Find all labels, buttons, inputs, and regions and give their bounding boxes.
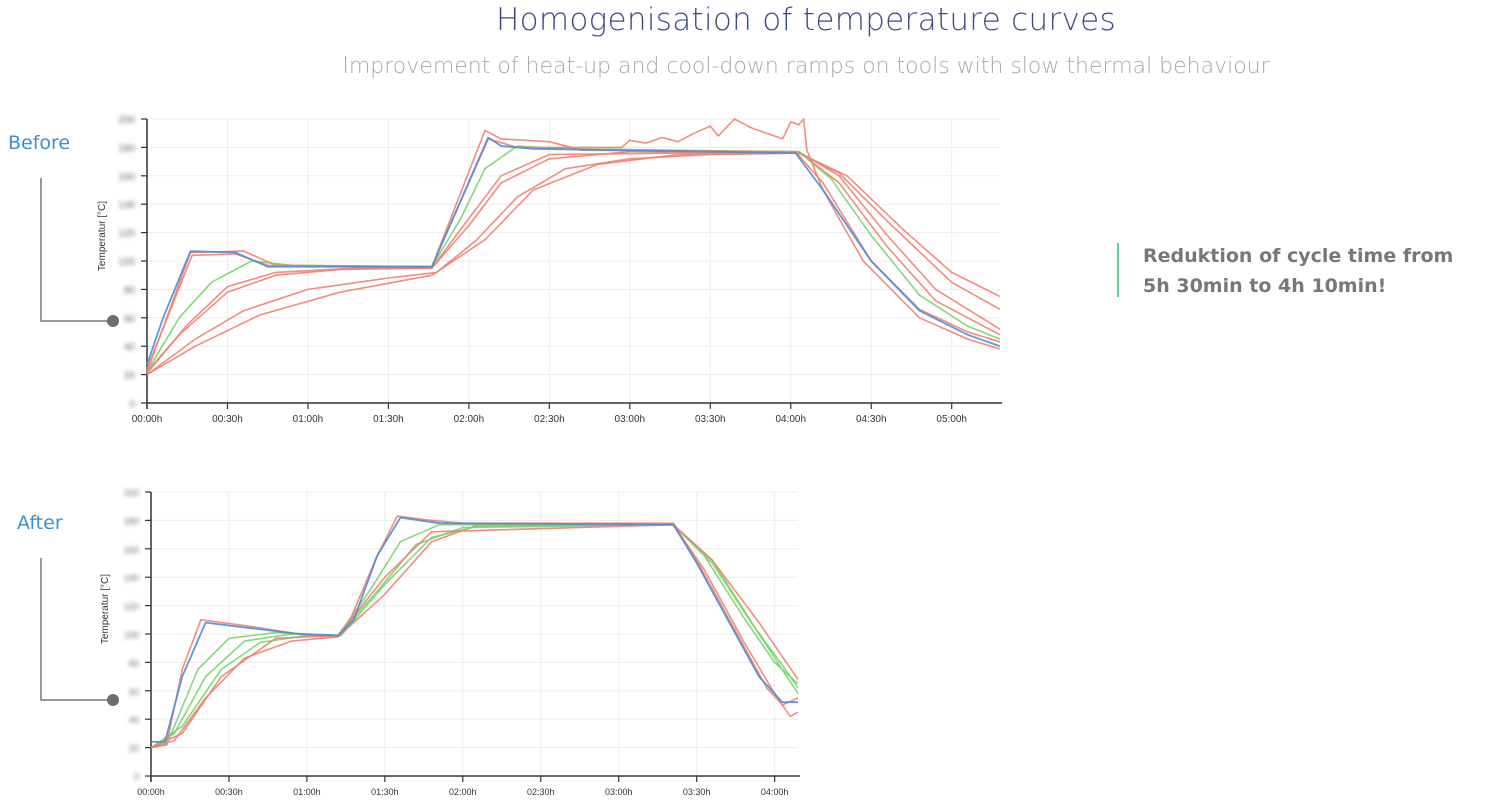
y-tick-label: 40 [124, 342, 136, 353]
y-tick-label: 100 [124, 630, 139, 640]
x-tick-label: 03:30h [695, 414, 726, 425]
x-tick-label: 03:00h [605, 787, 633, 797]
y-tick-label: 20 [129, 744, 139, 754]
series-line-red [150, 515, 799, 749]
series-line-red [146, 152, 1001, 376]
y-tick-label: 100 [118, 257, 135, 268]
x-tick-label: 00:00h [132, 414, 163, 425]
y-tick-label: 0 [134, 772, 139, 782]
x-tick-label: 02:00h [449, 787, 477, 797]
x-tick-label: 03:30h [683, 787, 711, 797]
series-line-red [150, 523, 799, 749]
x-tick-label: 05:00h [936, 414, 967, 425]
after-connector [40, 558, 119, 706]
y-tick-label: 160 [124, 545, 139, 555]
y-tick-label: 200 [124, 488, 139, 498]
x-tick-label: 01:00h [293, 414, 324, 425]
x-tick-label: 01:30h [371, 787, 399, 797]
y-tick-label: 120 [124, 602, 139, 612]
series-line-green [146, 145, 1001, 373]
x-tick-label: 04:30h [856, 414, 887, 425]
y-axis-label: Temperatur [°C] [100, 574, 111, 644]
x-tick-label: 01:00h [293, 787, 321, 797]
series-line-blue [151, 516, 798, 743]
after-chart: 0 20 40 60 80 100 120 140 160 180 200 00:00h 00:30h 0… [100, 488, 800, 797]
y-axis-label: Temperatur [°C] [97, 201, 108, 271]
after-label: After [17, 512, 63, 534]
before-chart: 0 20 40 60 80 100 120 140 160 180 200 00:00h 00:30h 0… [97, 115, 1002, 425]
y-tick-label: 0 [129, 399, 135, 410]
y-tick-label: 80 [129, 658, 139, 668]
y-tick-label: 80 [124, 285, 136, 296]
y-tick-label: 140 [118, 200, 135, 211]
x-tick-label: 00:00h [137, 787, 165, 797]
x-tick-label: 04:00h [775, 414, 806, 425]
series-line-red [146, 150, 1001, 374]
y-tick-label: 200 [118, 115, 135, 126]
y-tick-label: 180 [118, 143, 135, 154]
x-tick-label: 01:30h [373, 414, 404, 425]
connector-dot-icon [107, 315, 119, 327]
x-tick-label: 02:30h [534, 414, 565, 425]
series-line-red [146, 152, 1001, 376]
series-line-blue [146, 136, 1001, 365]
y-tick-label: 160 [118, 172, 135, 183]
series-line-green [150, 523, 799, 749]
connector-dot-icon [107, 694, 119, 706]
page-title: Homogenisation of temperature curves [495, 2, 1116, 38]
y-tick-label: 40 [129, 715, 139, 725]
series-line-red [146, 150, 1001, 373]
y-tick-label: 140 [124, 573, 139, 583]
x-tick-label: 00:30h [215, 787, 243, 797]
callout-box: Reduktion of cycle time from 5h 30min to… [1117, 243, 1483, 297]
y-tick-label: 180 [124, 516, 139, 526]
x-tick-label: 00:30h [212, 414, 243, 425]
series-line-red [146, 129, 1001, 373]
x-tick-label: 04:00h [761, 787, 789, 797]
callout-text: Reduktion of cycle time from 5h 30min to… [1143, 245, 1454, 297]
before-connector [40, 178, 119, 327]
x-tick-label: 03:00h [615, 414, 646, 425]
y-tick-label: 60 [129, 687, 139, 697]
y-tick-label: 120 [118, 229, 135, 240]
series-line-green [150, 523, 799, 749]
page-subtitle: Improvement of heat-up and cool-down ram… [342, 54, 1270, 79]
before-label: Before [8, 132, 71, 154]
x-tick-label: 02:00h [454, 414, 485, 425]
y-tick-label: 60 [124, 314, 136, 325]
y-tick-label: 20 [124, 371, 136, 382]
x-tick-label: 02:30h [527, 787, 555, 797]
series-line-red [150, 523, 799, 749]
